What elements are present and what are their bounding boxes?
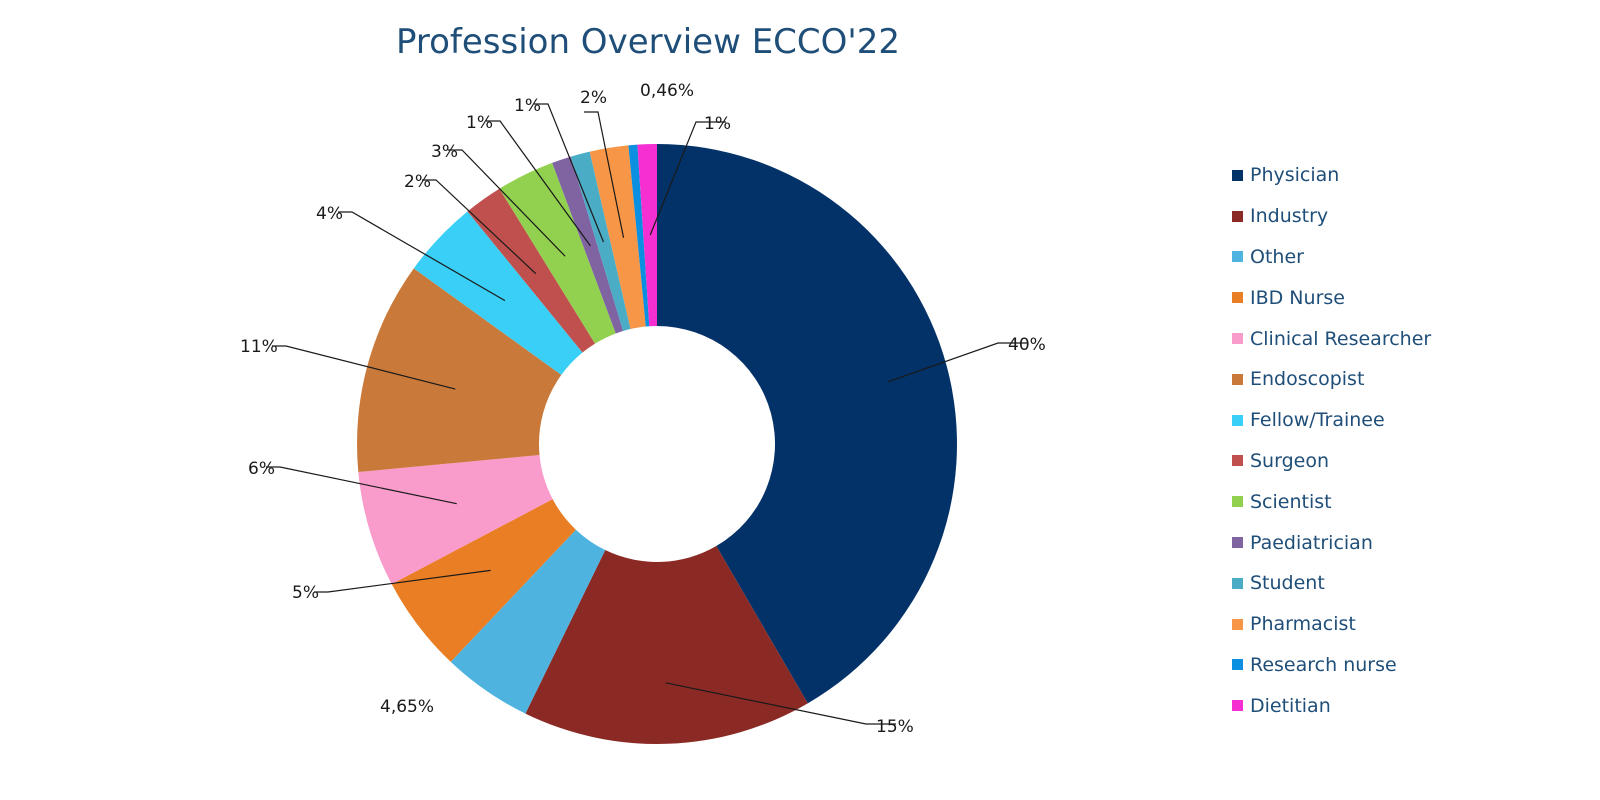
legend-item: Fellow/Trainee xyxy=(1232,400,1431,441)
legend-label: Clinical Researcher xyxy=(1250,327,1432,350)
legend-swatch xyxy=(1232,537,1243,549)
legend-item: Research nurse xyxy=(1232,645,1431,686)
slice-dietitian xyxy=(637,144,657,327)
legend-swatch xyxy=(1232,292,1243,304)
legend-swatch xyxy=(1232,455,1243,467)
legend-item: Paediatrician xyxy=(1232,522,1431,563)
legend-item: Industry xyxy=(1232,196,1431,237)
leader-line-clinical-researcher xyxy=(266,466,457,505)
legend-swatch xyxy=(1232,414,1243,426)
data-label-research-nurse: 0,46% xyxy=(640,81,694,101)
legend-item: Pharmacist xyxy=(1232,604,1431,645)
leader-line-industry xyxy=(665,682,896,725)
slice-other xyxy=(450,529,606,714)
legend-label: Surgeon xyxy=(1250,449,1329,472)
legend-label: Endoscopist xyxy=(1250,368,1365,391)
leader-line-scientist xyxy=(448,149,566,257)
legend-item: Scientist xyxy=(1232,481,1431,522)
legend-label: Student xyxy=(1250,572,1325,595)
data-labels: 40%15%4,65%5%6%11%4%2%3%1%1% 2% 0,46%1% xyxy=(240,81,1046,737)
legend-label: IBD Nurse xyxy=(1250,286,1345,309)
slice-scientist xyxy=(499,162,616,344)
data-label-surgeon: 2% xyxy=(404,172,431,192)
leader-line-student xyxy=(534,103,605,243)
leader-line-ibd-nurse xyxy=(314,569,491,593)
leader-line-pharmacist xyxy=(584,111,625,238)
legend-swatch xyxy=(1232,659,1243,671)
legend-label: Scientist xyxy=(1250,490,1332,513)
legend-swatch xyxy=(1232,373,1243,385)
leader-line-physician xyxy=(887,342,1028,383)
slice-research-nurse xyxy=(628,144,650,327)
legend-swatch xyxy=(1232,577,1243,589)
legend-label: Pharmacist xyxy=(1250,613,1356,636)
legend-swatch xyxy=(1232,169,1243,181)
legend-swatch xyxy=(1232,618,1243,630)
data-label-endoscopist: 11% xyxy=(240,337,278,357)
legend-swatch xyxy=(1232,333,1243,345)
leader-line-endoscopist xyxy=(272,345,456,390)
leader-line-fellow-trainee xyxy=(338,211,506,302)
leader-line-paediatrician xyxy=(486,120,591,247)
slice-pharmacist xyxy=(589,145,646,330)
legend-label: Paediatrician xyxy=(1250,531,1373,554)
slice-surgeon xyxy=(467,188,596,353)
legend-swatch xyxy=(1232,251,1243,263)
legend-item: Dietitian xyxy=(1232,685,1431,726)
legend-item: Physician xyxy=(1232,155,1431,196)
legend-item: Clinical Researcher xyxy=(1232,318,1431,359)
leader-line-dietitian xyxy=(649,121,726,236)
data-label-clinical-researcher: 6% xyxy=(248,459,275,479)
legend-label: Physician xyxy=(1250,164,1340,187)
slice-industry xyxy=(525,546,808,744)
chart-title: Profession Overview ECCO'22 xyxy=(395,22,901,62)
legend-item: Endoscopist xyxy=(1232,359,1431,400)
data-label-fellow-trainee: 4% xyxy=(316,204,343,224)
slices-layer xyxy=(357,144,957,744)
leader-lines xyxy=(266,103,1028,725)
legend-swatch xyxy=(1232,210,1243,222)
data-label-physician: 40% xyxy=(1008,335,1046,355)
data-label-ibd-nurse: 5% xyxy=(292,583,319,603)
legend-swatch xyxy=(1232,496,1243,508)
leader-line-surgeon xyxy=(422,179,537,275)
data-label-dietitian: 1% xyxy=(704,114,731,134)
slice-physician xyxy=(657,144,957,704)
legend-label: Fellow/Trainee xyxy=(1250,409,1385,432)
legend-label: Other xyxy=(1250,245,1304,268)
data-label-scientist: 3% xyxy=(431,142,458,162)
data-label-student: 1% xyxy=(514,96,541,116)
legend-item: IBD Nurse xyxy=(1232,277,1431,318)
legend-label: Dietitian xyxy=(1250,694,1331,717)
data-label-other: 4,65% xyxy=(380,697,434,717)
legend-label: Industry xyxy=(1250,205,1329,228)
slice-ibd-nurse xyxy=(391,499,576,662)
slice-clinical-researcher xyxy=(358,455,553,585)
legend-swatch xyxy=(1232,700,1243,712)
legend-item: Student xyxy=(1232,563,1431,604)
slice-fellow-trainee xyxy=(413,211,583,375)
slice-paediatrician xyxy=(552,156,624,334)
legend-item: Other xyxy=(1232,237,1431,278)
legend-label: Research nurse xyxy=(1250,653,1397,676)
legend: Physician Industry Other IBD Nurse Clinical … xyxy=(1232,155,1431,726)
data-label-paediatrician: 1% xyxy=(466,113,493,133)
slice-endoscopist xyxy=(357,268,562,473)
data-label-pharmacist: 2% xyxy=(580,88,607,108)
legend-item: Surgeon xyxy=(1232,441,1431,482)
data-label-industry: 15% xyxy=(876,717,914,737)
